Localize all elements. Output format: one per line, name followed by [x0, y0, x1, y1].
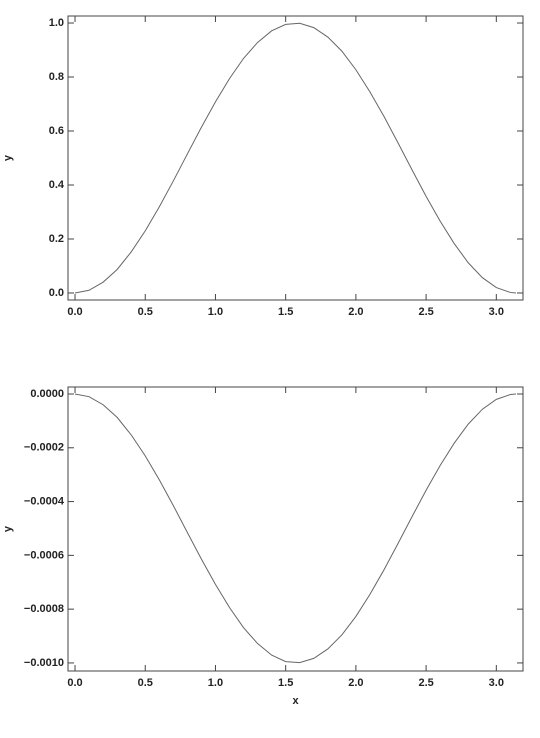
- x-tick-label: 2.5: [418, 677, 433, 689]
- curve: [74, 393, 517, 664]
- y-tick-label: 0.6: [49, 125, 64, 137]
- y-tick-label: −0.0002: [24, 442, 64, 454]
- x-tick-label: 3.0: [489, 677, 504, 689]
- x-tick-label: 2.5: [418, 306, 433, 318]
- y-tick-label: 0.2: [49, 233, 64, 245]
- y-tick-label: −0.0006: [24, 549, 64, 561]
- y-tick-label: 0.4: [49, 179, 65, 191]
- y-tick-label: 0.8: [49, 71, 64, 83]
- y-tick-label: 1.0: [49, 17, 64, 29]
- x-tick-label: 0.5: [138, 306, 153, 318]
- x-tick-label: 1.0: [208, 306, 223, 318]
- y-axis-label: y: [2, 525, 14, 532]
- y-tick-label: 0.0: [49, 287, 64, 299]
- x-tick-label: 0.0: [67, 677, 82, 689]
- y-tick-label: −0.0004: [24, 495, 65, 507]
- y-tick-label: −0.0008: [24, 603, 64, 615]
- x-tick-label: 3.0: [489, 306, 504, 318]
- y-tick-label: −0.0010: [24, 657, 64, 669]
- plot-frame: [67, 386, 524, 672]
- curve: [74, 22, 517, 294]
- x-tick-label: 1.5: [278, 306, 293, 318]
- x-tick-label: 1.0: [208, 677, 223, 689]
- x-axis-label: x: [292, 695, 299, 707]
- x-tick-label: 0.5: [138, 677, 153, 689]
- x-tick-label: 2.0: [348, 306, 363, 318]
- x-tick-label: 0.0: [67, 306, 82, 318]
- x-tick-label: 1.5: [278, 677, 293, 689]
- plot-frame: [67, 15, 524, 301]
- y-axis-label: y: [2, 154, 14, 161]
- x-tick-label: 2.0: [348, 677, 363, 689]
- y-tick-label: 0.0000: [30, 388, 64, 400]
